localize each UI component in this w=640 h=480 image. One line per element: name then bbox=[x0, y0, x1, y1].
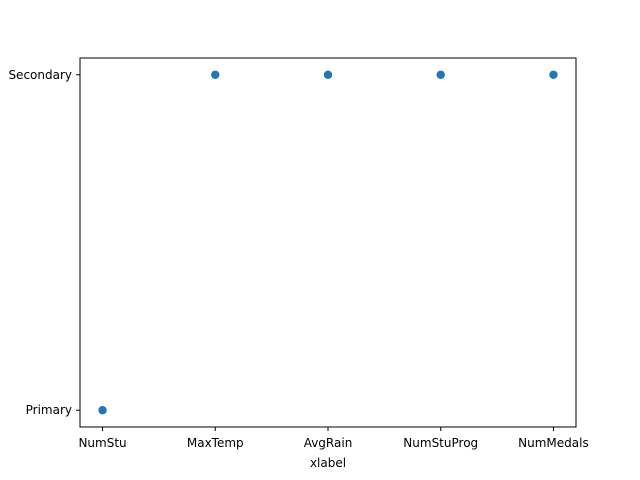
data-point bbox=[549, 70, 558, 79]
x-tick-label: NumStuProg bbox=[403, 436, 478, 450]
x-axis-label: xlabel bbox=[310, 456, 346, 470]
y-tick-label: Primary bbox=[26, 403, 72, 417]
data-point bbox=[211, 70, 220, 79]
data-point bbox=[436, 70, 445, 79]
x-tick-label: NumMedals bbox=[518, 436, 589, 450]
data-point bbox=[323, 70, 333, 79]
y-tick-label: Secondary bbox=[8, 68, 72, 82]
plot-area bbox=[98, 70, 558, 415]
x-tick-label: AvgRain bbox=[304, 436, 353, 450]
data-point bbox=[98, 406, 107, 415]
y-axis: Primary Secondary bbox=[8, 68, 80, 417]
x-axis: NumStu MaxTemp AvgRain NumStuProg NumMedals bbox=[78, 427, 589, 450]
x-tick-label: MaxTemp bbox=[187, 436, 244, 450]
x-tick-label: NumStu bbox=[78, 436, 126, 450]
